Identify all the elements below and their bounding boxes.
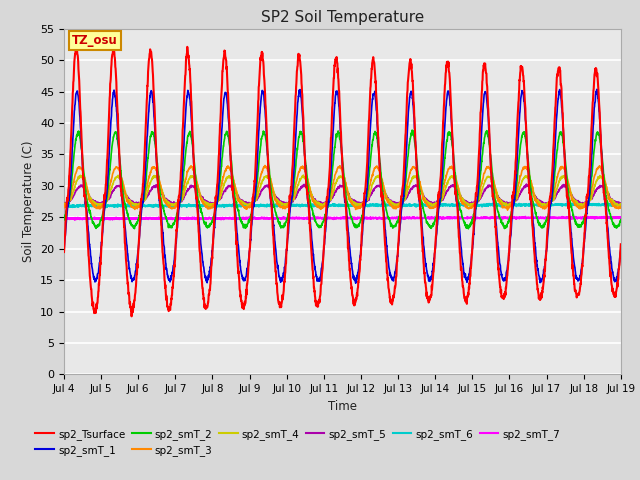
Title: SP2 Soil Temperature: SP2 Soil Temperature [260,10,424,25]
Text: TZ_osu: TZ_osu [72,35,118,48]
Legend: sp2_Tsurface, sp2_smT_1, sp2_smT_2, sp2_smT_3, sp2_smT_4, sp2_smT_5, sp2_smT_6, : sp2_Tsurface, sp2_smT_1, sp2_smT_2, sp2_… [31,424,564,460]
Y-axis label: Soil Temperature (C): Soil Temperature (C) [22,141,35,263]
X-axis label: Time: Time [328,400,357,413]
